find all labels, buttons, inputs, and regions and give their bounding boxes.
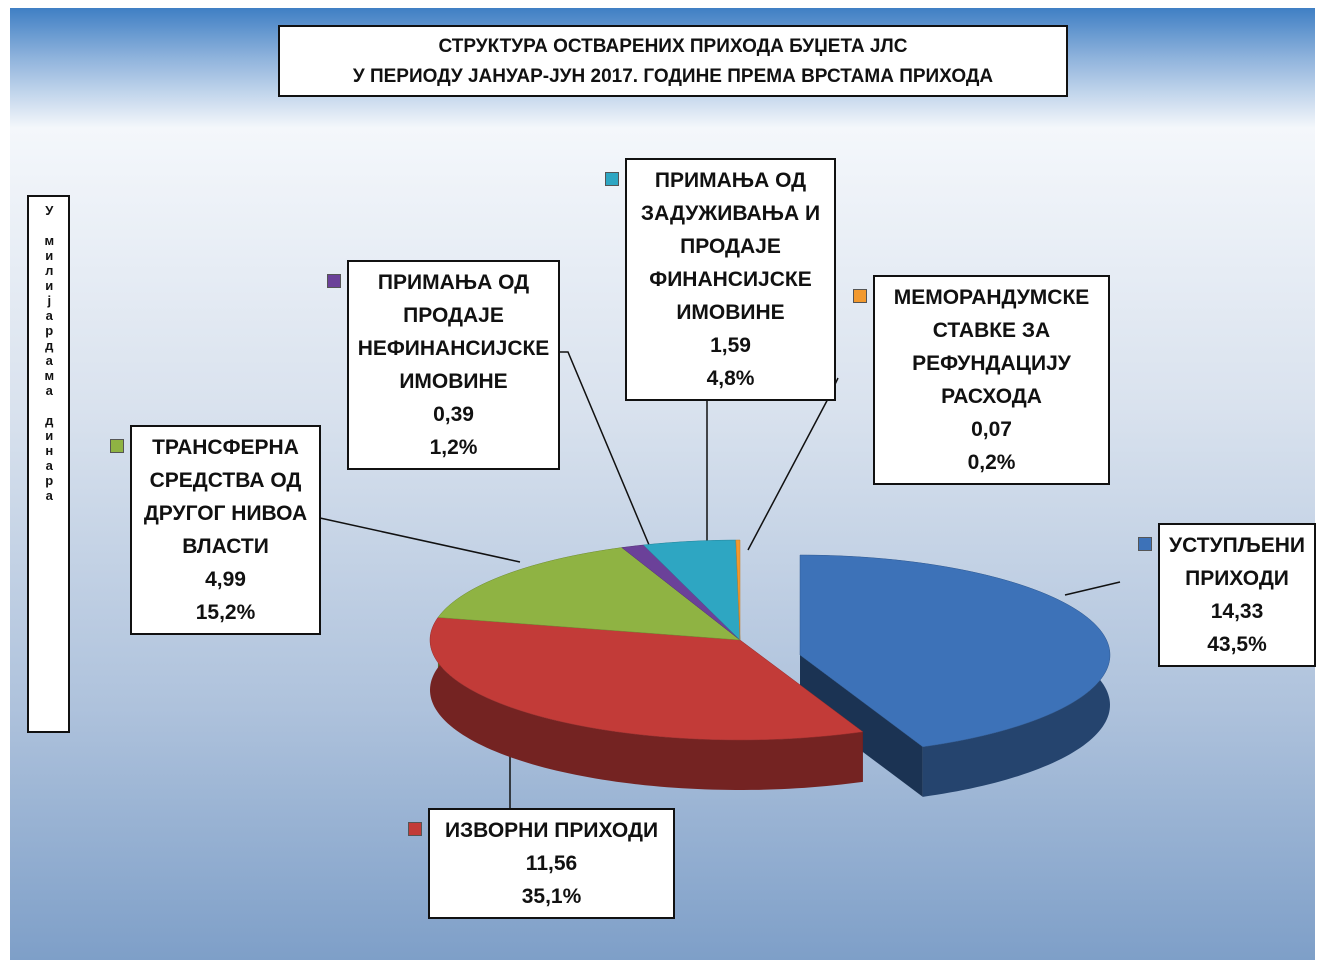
percentage-label: 35,1% bbox=[521, 885, 582, 908]
leader-line bbox=[747, 377, 839, 551]
leader-line bbox=[1064, 581, 1121, 596]
legend-swatch bbox=[110, 439, 124, 453]
legend-swatch bbox=[1138, 537, 1152, 551]
percentage-label: 1,2% bbox=[429, 436, 478, 459]
data-label-box: ТРАНСФЕРНА СРЕДСТВА ОД ДРУГОГ НИВОА ВЛАС… bbox=[130, 425, 321, 635]
category-label: ИЗВОРНИ ПРИХОДИ bbox=[444, 819, 659, 842]
leader-line bbox=[560, 351, 653, 553]
percentage-label: 43,5% bbox=[1207, 633, 1267, 656]
pie-slice bbox=[437, 547, 741, 641]
y-axis-label: У милијардама динара bbox=[41, 203, 57, 503]
value-label: 11,56 bbox=[525, 852, 578, 875]
value-label: 1,59 bbox=[710, 334, 751, 357]
category-label: МЕМОРАНДУМСКЕ СТАВКЕ ЗА РЕФУНДАЦИЈУ РАСХ… bbox=[893, 286, 1090, 408]
value-label: 14,33 bbox=[1210, 600, 1264, 623]
data-label-box: УСТУПЉЕНИ ПРИХОДИ 14,33 43,5% bbox=[1158, 523, 1316, 667]
category-label: УСТУПЉЕНИ ПРИХОДИ bbox=[1169, 534, 1305, 590]
title-box: СТРУКТУРА ОСТВАРЕНИХ ПРИХОДА БУЏЕТА ЈЛС … bbox=[278, 25, 1068, 97]
category-label: ТРАНСФЕРНА СРЕДСТВА ОД ДРУГОГ НИВОА ВЛАС… bbox=[143, 436, 308, 558]
pie-slice bbox=[642, 539, 741, 641]
legend-swatch bbox=[408, 822, 422, 836]
pie-slice bbox=[735, 539, 741, 641]
percentage-label: 15,2% bbox=[195, 601, 256, 624]
value-label: 4,99 bbox=[205, 568, 246, 591]
data-label-box: ИЗВОРНИ ПРИХОДИ 11,56 35,1% bbox=[428, 808, 675, 919]
legend-swatch bbox=[327, 274, 341, 288]
y-label-box: У милијардама динара bbox=[27, 195, 70, 733]
percentage-label: 4,8% bbox=[706, 367, 755, 390]
value-label: 0,07 bbox=[971, 418, 1012, 441]
category-label: ПРИМАЊА ОД ЗАДУЖИВАЊА И ПРОДАЈЕ ФИНАНСИЈ… bbox=[640, 169, 821, 324]
data-label-box: ПРИМАЊА ОД ЗАДУЖИВАЊА И ПРОДАЈЕ ФИНАНСИЈ… bbox=[625, 158, 836, 401]
data-label-box: ПРИМАЊА ОД ПРОДАЈЕ НЕФИНАНСИЈСКЕ ИМОВИНЕ… bbox=[347, 260, 560, 470]
pie-slice bbox=[429, 617, 864, 741]
slice-side bbox=[430, 617, 863, 790]
slice-edge bbox=[800, 655, 923, 797]
value-label: 0,39 bbox=[433, 403, 474, 426]
category-label: ПРИМАЊА ОД ПРОДАЈЕ НЕФИНАНСИЈСКЕ ИМОВИНЕ bbox=[357, 271, 550, 393]
pie-slice bbox=[799, 554, 1111, 748]
legend-swatch bbox=[605, 172, 619, 186]
legend-swatch bbox=[853, 289, 867, 303]
chart-subtitle: У ПЕРИОДУ ЈАНУАР-ЈУН 2017. ГОДИНЕ ПРЕМА … bbox=[352, 66, 994, 87]
data-label-box: МЕМОРАНДУМСКЕ СТАВКЕ ЗА РЕФУНДАЦИЈУ РАСХ… bbox=[873, 275, 1110, 485]
percentage-label: 0,2% bbox=[967, 451, 1016, 474]
chart-title: СТРУКТУРА ОСТВАРЕНИХ ПРИХОДА БУЏЕТА ЈЛС bbox=[438, 36, 908, 57]
leader-line bbox=[319, 517, 521, 563]
